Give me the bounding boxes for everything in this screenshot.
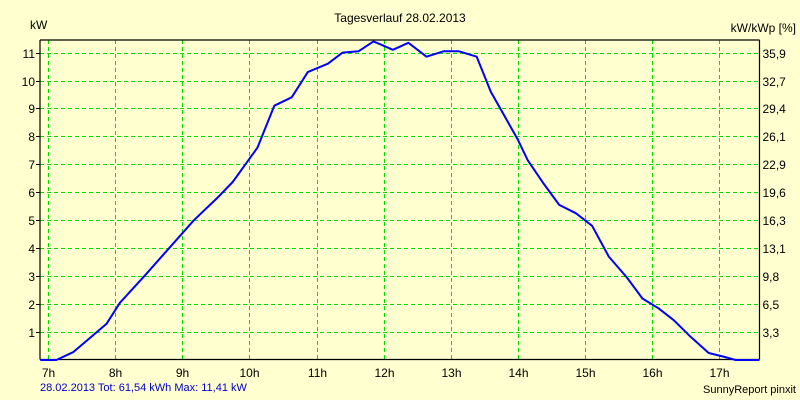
y-left-tick-label: 11 [23,47,36,61]
x-tick-label: 16h [642,366,662,380]
y-axis-left-label: kW [30,18,48,32]
y-left-tick-label: 6 [28,186,35,200]
y-right-tick-label: 32,7 [763,75,787,89]
y-axis-left-ticks: 1 2 3 4 5 6 7 8 9 10 11 [22,47,36,340]
y-left-tick-label: 10 [22,75,36,89]
x-tick-label: 8h [109,366,122,380]
y-right-tick-label: 16,3 [763,214,787,228]
x-axis-ticks: 7h 8h 9h 10h 11h 12h 13h 14h 15h 16h 17h [42,366,730,380]
y-left-tick-label: 3 [28,270,35,284]
y-right-tick-label: 9,8 [763,270,780,284]
daily-summary: 28.02.2013 Tot: 61,54 kWh Max: 11,41 kW [40,382,247,394]
credit-text: SunnyReport pinxit [703,384,796,396]
y-left-tick-label: 7 [28,158,35,172]
x-tick-label: 15h [575,366,595,380]
y-left-tick-label: 4 [28,242,35,256]
chart-title: Tagesverlauf 28.02.2013 [334,11,466,25]
x-tick-label: 7h [42,366,55,380]
y-right-tick-label: 3,3 [763,326,780,340]
x-tick-label: 9h [176,366,189,380]
x-tick-label: 13h [441,366,461,380]
y-left-tick-label: 8 [28,130,35,144]
y-right-tick-label: 26,1 [763,130,787,144]
y-right-tick-label: 6,5 [763,298,780,312]
y-left-tick-label: 1 [28,326,35,340]
y-right-tick-label: 29,4 [763,102,787,116]
x-tick-label: 12h [374,366,394,380]
y-axis-right-label: kW/kWp [%] [730,21,796,35]
y-left-tick-label: 5 [28,214,35,228]
x-tick-label: 17h [709,366,729,380]
power-series-line [40,40,760,361]
grid-lines [40,40,760,360]
y-right-tick-label: 22,9 [763,158,787,172]
y-axis-right-ticks: 3,3 6,5 9,8 13,1 16,3 19,6 22,9 26,1 29,4 32,7 35,… [763,47,787,340]
x-tick-label: 10h [239,366,259,380]
y-left-tick-label: 2 [28,298,35,312]
axes [36,39,761,361]
y-left-tick-label: 9 [28,102,35,116]
x-tick-label: 14h [508,366,528,380]
y-right-tick-label: 19,6 [763,186,787,200]
y-right-tick-label: 35,9 [763,47,787,61]
y-right-tick-label: 13,1 [763,242,787,256]
x-tick-label: 11h [308,366,327,380]
